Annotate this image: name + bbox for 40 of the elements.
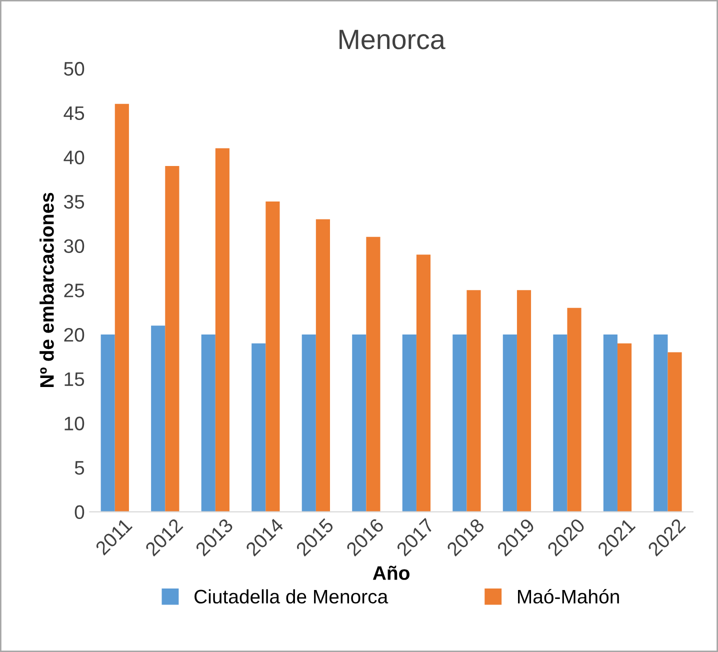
y-tick-label: 0 bbox=[74, 505, 84, 520]
bar bbox=[266, 201, 280, 512]
y-tick-label: 20 bbox=[64, 328, 84, 342]
bar bbox=[316, 219, 330, 512]
y-tick-label: 35 bbox=[64, 194, 84, 209]
bar bbox=[402, 334, 416, 512]
y-tick-label: 10 bbox=[64, 416, 84, 430]
bar bbox=[617, 343, 632, 512]
bar bbox=[151, 326, 166, 512]
y-tick-label: 45 bbox=[64, 106, 84, 120]
bar bbox=[567, 308, 582, 512]
bar bbox=[452, 334, 467, 512]
bar bbox=[416, 254, 431, 512]
bar bbox=[603, 334, 618, 512]
legend-label: Ciutadella de Menorca bbox=[194, 589, 388, 604]
y-tick-label: 25 bbox=[64, 284, 84, 298]
bar bbox=[516, 290, 532, 512]
bar bbox=[654, 334, 668, 512]
bar bbox=[114, 104, 129, 512]
y-tick-label: 50 bbox=[64, 62, 84, 76]
y-tick-label: 40 bbox=[64, 150, 84, 164]
legend-label: Maó-Mahón bbox=[518, 589, 619, 604]
bar bbox=[553, 334, 568, 512]
y-tick-label: 30 bbox=[64, 239, 84, 254]
x-axis-title: Año bbox=[372, 566, 410, 580]
chart-title: Menorca bbox=[340, 30, 446, 50]
bar bbox=[201, 334, 216, 512]
bar bbox=[215, 148, 230, 512]
bar bbox=[668, 352, 682, 512]
bar bbox=[302, 334, 316, 512]
bar bbox=[100, 334, 115, 512]
y-tick-label: 5 bbox=[74, 461, 84, 475]
bar bbox=[366, 236, 380, 512]
bar bbox=[252, 343, 266, 512]
bar bbox=[502, 334, 517, 512]
bar bbox=[165, 166, 180, 512]
bar bbox=[466, 290, 481, 512]
y-axis-title: Nº de embarcaciones bbox=[40, 192, 54, 387]
bar bbox=[352, 334, 366, 512]
y-tick-label: 15 bbox=[64, 372, 84, 386]
